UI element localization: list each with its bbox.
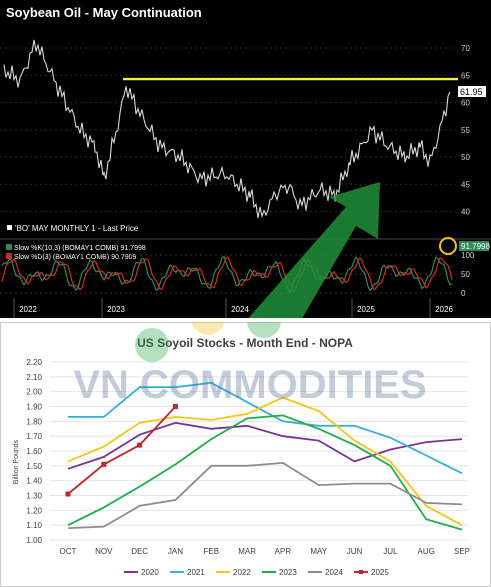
stoch-tick-label: 0 <box>461 289 466 298</box>
legend-label: 2024 <box>325 568 343 577</box>
legend-label: 2025 <box>371 568 389 577</box>
y-tick-label: 2.10 <box>26 373 42 382</box>
legend-label: 2023 <box>279 568 297 577</box>
data-point-marker <box>172 404 178 409</box>
price-grid <box>0 47 456 212</box>
series-line-2023 <box>67 414 463 531</box>
chart-frame <box>0 322 491 587</box>
x-tick-label: JUN <box>347 547 363 556</box>
price-legend-swatch <box>7 225 12 230</box>
slow-k-line <box>1 255 453 294</box>
x-tick-label: JUL <box>383 547 398 556</box>
y-axis: 1.00 1.10 1.20 1.30 1.40 1.50 1.60 1.70 1.80 1.90… <box>26 358 42 545</box>
series-lines <box>65 381 463 531</box>
year-label: 2026 <box>435 305 453 314</box>
price-tick-label: 70 <box>461 44 470 53</box>
data-point-marker <box>101 461 107 467</box>
x-tick-label: APR <box>275 547 292 556</box>
y-tick-label: 1.20 <box>26 506 42 515</box>
year-label: 2025 <box>357 305 375 314</box>
series-line-2024 <box>67 461 463 529</box>
legend-label: 2022 <box>233 568 251 577</box>
x-tick-label: MAR <box>238 547 256 556</box>
stocks-chart-panel: US Soyoil Stocks - Month End - NOPA 1.00… <box>0 322 491 587</box>
y-tick-label: 1.30 <box>26 492 42 501</box>
data-point-marker <box>137 442 143 448</box>
y-gridlines <box>50 361 468 541</box>
price-tick-label: 40 <box>461 208 470 217</box>
legend-label: 2020 <box>141 568 159 577</box>
slow-d-line <box>1 256 453 293</box>
last-price-badge <box>458 86 486 97</box>
year-label: 2024 <box>231 305 249 314</box>
price-series-line <box>3 39 451 219</box>
legend-label: 2021 <box>187 568 205 577</box>
chart-title: US Soyoil Stocks - Month End - NOPA <box>137 336 353 350</box>
price-chart-title: Soybean Oil - May Continuation <box>6 5 202 20</box>
series-line-2021 <box>68 381 463 475</box>
series-line-2025 <box>67 405 177 495</box>
legend: 2020 2021 2022 2023 2024 2025 <box>124 568 389 577</box>
price-chart-panel: Soybean Oil - May Continuation 70 65 60 55 5… <box>0 0 491 318</box>
slow-d-label: Slow %D(3) (BOMAY1 COMB) 90.7909 <box>14 254 137 261</box>
x-tick-label: DEC <box>131 547 148 556</box>
y-tick-label: 1.10 <box>26 521 42 530</box>
x-tick-label: NOV <box>95 547 113 556</box>
stoch-value-label: 91.7998 <box>461 242 490 251</box>
price-axis: 70 65 60 55 50 45 40 <box>461 44 470 217</box>
year-label: 2022 <box>19 305 37 314</box>
stocks-chart-svg: US Soyoil Stocks - Month End - NOPA 1.00… <box>0 322 491 587</box>
y-tick-label: 1.70 <box>26 432 42 441</box>
price-tick-label: 60 <box>461 99 470 108</box>
x-tick-label: JAN <box>168 547 183 556</box>
watermark: VN COMMODITIES <box>73 322 427 407</box>
time-axis: 2022 2023 2024 2025 2026 <box>13 298 453 318</box>
price-tick-label: 45 <box>461 180 470 189</box>
legend-marker <box>359 570 363 574</box>
last-price-label: 61.95 <box>460 87 483 97</box>
y-tick-label: 2.20 <box>26 358 42 367</box>
y-axis-label: Billion Pounds <box>13 439 20 484</box>
x-tick-label: MAY <box>310 547 327 556</box>
price-chart-svg: Soybean Oil - May Continuation 70 65 60 55 5… <box>0 5 491 318</box>
price-tick-label: 55 <box>461 126 470 135</box>
x-tick-label: FEB <box>203 547 219 556</box>
slow-k-label: Slow %K(10,3) (BOMAY1 COMB) 91.7998 <box>14 245 146 252</box>
data-point-marker <box>65 491 71 497</box>
x-tick-label: SEP <box>454 547 470 556</box>
x-tick-label: AUG <box>418 547 435 556</box>
price-legend-label: 'BO' MAY MONTHLY 1 - Last Price <box>15 224 139 233</box>
slow-d-swatch <box>6 253 12 259</box>
uptrend-arrow-graphic <box>248 182 380 318</box>
stoch-tick-label: 100 <box>461 251 475 260</box>
series-line-2020 <box>67 421 463 470</box>
y-tick-label: 1.80 <box>26 417 42 426</box>
x-tick-label: OCT <box>60 547 77 556</box>
series-line-2022 <box>67 396 463 526</box>
price-tick-label: 65 <box>461 71 470 80</box>
x-axis: OCT NOV DEC JAN FEB MAR APR MAY JUN JUL AUG SEP <box>60 547 470 556</box>
price-tick-label: 50 <box>461 153 470 162</box>
stoch-tick-label: 50 <box>461 270 470 279</box>
highlight-circle <box>439 237 457 255</box>
y-tick-label: 1.50 <box>26 462 42 471</box>
y-tick-label: 1.00 <box>26 536 42 545</box>
watermark-text: VN COMMODITIES <box>73 363 426 407</box>
year-label: 2023 <box>107 305 125 314</box>
y-tick-label: 1.90 <box>26 403 42 412</box>
slow-k-swatch <box>6 244 12 250</box>
y-tick-label: 2.00 <box>26 388 42 397</box>
y-tick-label: 1.60 <box>26 447 42 456</box>
stochastic-axis: 100 50 0 <box>461 251 475 298</box>
y-tick-label: 1.40 <box>26 477 42 486</box>
stoch-value-badge <box>459 241 489 251</box>
